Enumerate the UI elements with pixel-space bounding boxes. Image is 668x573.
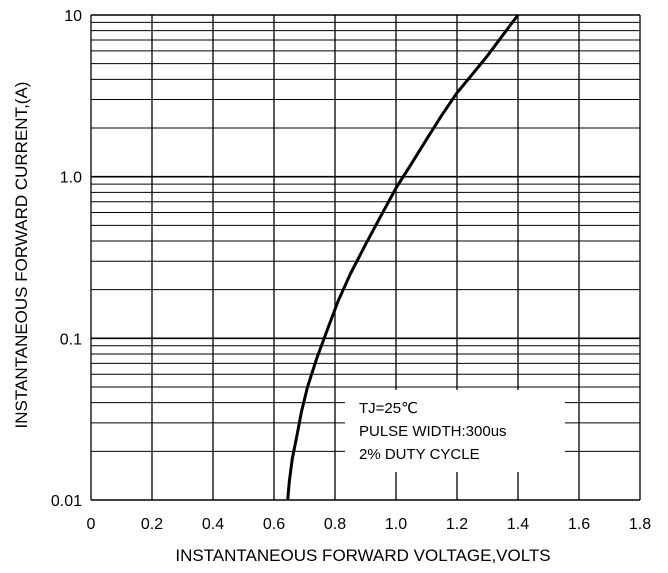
y-tick-label-0: 0.01 bbox=[51, 493, 82, 510]
annotation-box: TJ=25℃ PULSE WIDTH:300us 2% DUTY CYCLE bbox=[345, 390, 565, 472]
annotation-line-2: 2% DUTY CYCLE bbox=[359, 446, 480, 463]
series-layer bbox=[286, 14, 520, 501]
annotation-line-0: TJ=25℃ bbox=[359, 400, 418, 417]
y-tick-label-1: 0.1 bbox=[60, 331, 82, 348]
y-tick-label-2: 1.0 bbox=[60, 170, 82, 187]
y-axis-label: INSTANTANEOUS FORWARD CURRENT,(A) bbox=[12, 82, 31, 429]
x-tick-label-1: 0.2 bbox=[141, 516, 163, 533]
x-tick-label-7: 1.4 bbox=[507, 516, 529, 533]
y-tick-label-3: 10 bbox=[64, 8, 82, 25]
x-tick-label-6: 1.2 bbox=[446, 516, 468, 533]
x-tick-label-9: 1.8 bbox=[629, 516, 651, 533]
x-tick-label-4: 0.8 bbox=[324, 516, 346, 533]
annotation-line-1: PULSE WIDTH:300us bbox=[359, 423, 507, 440]
annotation-background bbox=[345, 390, 565, 472]
tick-labels: 0 0.2 0.4 0.6 0.8 1.0 1.2 1.4 1.6 1.8 0.01 0.1 1.0 10 bbox=[51, 8, 651, 533]
x-tick-label-0: 0 bbox=[87, 516, 96, 533]
x-tick-label-3: 0.6 bbox=[263, 516, 285, 533]
x-tick-label-8: 1.6 bbox=[568, 516, 590, 533]
series-line-0 bbox=[286, 14, 520, 501]
x-axis-label: INSTANTANEOUS FORWARD VOLTAGE,VOLTS bbox=[175, 546, 550, 565]
x-tick-label-2: 0.4 bbox=[202, 516, 224, 533]
x-tick-label-5: 1.0 bbox=[385, 516, 407, 533]
